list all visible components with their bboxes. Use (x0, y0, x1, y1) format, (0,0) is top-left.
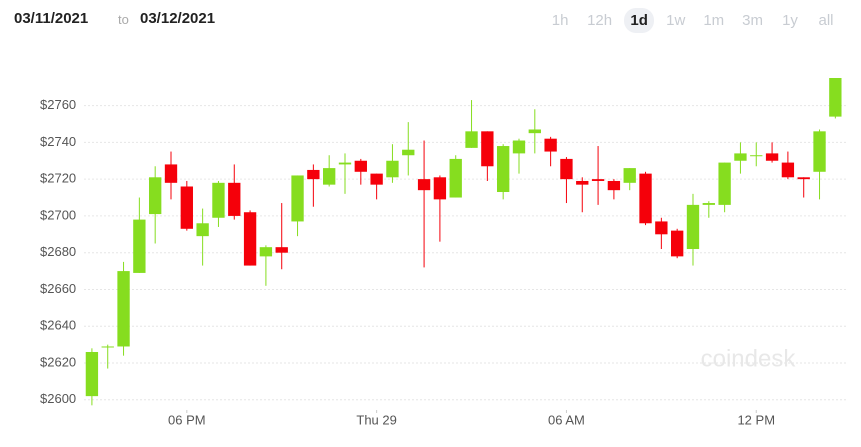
candle-body (813, 131, 826, 172)
candle-body (670, 230, 684, 257)
candle-body (750, 155, 763, 157)
y-tick-label: $2620 (40, 354, 76, 369)
candle-body (275, 247, 288, 253)
candle-body (512, 140, 526, 154)
candle-body (576, 180, 589, 185)
from-date: 03/11/2021 (14, 10, 89, 27)
candle-body (433, 177, 447, 200)
range-button[interactable]: 1w (666, 12, 686, 29)
candle-body (402, 149, 415, 156)
candle-body (734, 153, 747, 161)
candle-body (797, 177, 810, 180)
candle-body (497, 146, 510, 193)
candle-body (560, 158, 573, 180)
y-tick-label: $2680 (40, 244, 76, 259)
candle-body (149, 177, 162, 215)
x-tick-label: 06 PM (168, 412, 206, 427)
candle-body (133, 219, 146, 273)
candle-body (781, 162, 795, 178)
x-tick-label: Thu 29 (356, 412, 396, 427)
candle-body (212, 182, 225, 218)
candle-body (607, 180, 621, 191)
range-button[interactable]: all (818, 12, 834, 29)
candle-body (528, 129, 541, 134)
to-date: 03/12/2021 (140, 10, 216, 27)
range-button[interactable]: 1h (551, 12, 569, 29)
range-button[interactable]: 1y (782, 12, 798, 29)
candle-body (354, 160, 367, 172)
range-button[interactable]: 3m (742, 12, 763, 29)
candle-body (417, 179, 431, 191)
x-tick-label: 12 PM (737, 412, 775, 427)
candle-body (481, 131, 494, 167)
candle-body (228, 182, 241, 216)
candle-body (101, 346, 114, 348)
candle-body (655, 221, 668, 235)
candle-body (686, 204, 700, 250)
range-button[interactable]: 12h (587, 12, 613, 29)
candle-body (623, 168, 636, 183)
candle-body (449, 158, 462, 198)
range-button[interactable]: 1d (624, 8, 655, 33)
x-tick-label: 06 AM (548, 412, 585, 427)
candle-body (702, 203, 715, 205)
candle-body (338, 162, 352, 165)
candle-body (386, 160, 399, 178)
candle-body (164, 164, 178, 183)
candle-body (243, 212, 257, 266)
candle-body (765, 153, 779, 161)
header: 03/11/2021 to 03/12/2021 1h 12h 1d 1w 1m 3m 1y… (0, 0, 861, 44)
to-word: to (118, 12, 129, 27)
y-tick-label: $2760 (40, 97, 76, 112)
y-tick-label: $2720 (40, 171, 76, 186)
candle-body (323, 168, 336, 185)
candle-body (465, 131, 478, 148)
y-tick-label: $2640 (40, 318, 76, 333)
candle-body (544, 138, 557, 152)
y-tick-label: $2660 (40, 281, 76, 296)
candle-body (117, 271, 130, 347)
candle-body (85, 351, 99, 397)
candle-body (829, 78, 842, 117)
y-tick-label: $2700 (40, 207, 76, 222)
candle-body (639, 173, 652, 224)
watermark: coindesk (701, 345, 797, 372)
candle-body (591, 179, 605, 181)
candle-body (370, 173, 383, 185)
y-tick-label: $2600 (40, 391, 76, 406)
candle-body (307, 169, 320, 180)
candle-body (196, 223, 209, 237)
candle-body (718, 162, 731, 205)
candle-body (180, 186, 193, 229)
range-button[interactable]: 1m (703, 12, 725, 29)
y-tick-label: $2740 (40, 134, 76, 149)
candle-body (259, 247, 273, 257)
range-selector: 1h 12h 1d 1w 1m 3m 1y all (545, 8, 841, 33)
candle-body (291, 175, 304, 222)
